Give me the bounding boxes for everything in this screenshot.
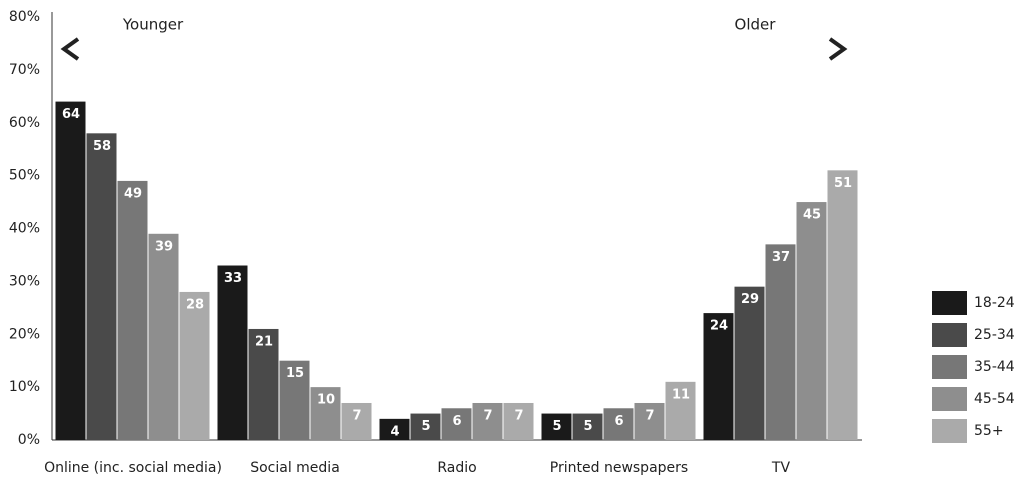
value-label: 7 bbox=[514, 408, 523, 423]
y-tick-label: 80% bbox=[9, 9, 40, 25]
value-label: 6 bbox=[614, 414, 623, 429]
x-tick-label: Social media bbox=[250, 460, 340, 476]
bar bbox=[603, 408, 634, 440]
x-tick-label: Printed newspapers bbox=[550, 460, 688, 476]
bar bbox=[472, 402, 503, 440]
value-label: 15 bbox=[286, 366, 304, 381]
bar bbox=[572, 413, 603, 440]
value-label: 11 bbox=[672, 387, 690, 402]
y-tick-label: 60% bbox=[9, 115, 40, 131]
bar bbox=[441, 408, 472, 440]
legend-swatch bbox=[932, 323, 967, 347]
value-label: 45 bbox=[803, 208, 821, 223]
value-label: 29 bbox=[741, 292, 759, 307]
bar bbox=[55, 101, 86, 440]
legend-swatch bbox=[932, 355, 967, 379]
bar bbox=[827, 170, 858, 440]
legend-label: 18-24 bbox=[974, 295, 1015, 311]
value-label: 7 bbox=[352, 408, 361, 423]
x-tick-label: Radio bbox=[437, 460, 476, 476]
older-arrow bbox=[665, 37, 848, 61]
bar bbox=[179, 291, 210, 440]
bar bbox=[217, 265, 248, 440]
bar bbox=[86, 133, 117, 440]
y-tick-label: 30% bbox=[9, 273, 40, 289]
bar bbox=[665, 381, 696, 440]
bar bbox=[765, 244, 796, 440]
y-tick-label: 10% bbox=[9, 379, 40, 395]
value-label: 37 bbox=[772, 250, 790, 265]
value-label: 6 bbox=[452, 414, 461, 429]
younger-arrow bbox=[60, 37, 243, 61]
annotation: Older bbox=[735, 16, 777, 34]
bar bbox=[703, 313, 734, 440]
bar bbox=[379, 418, 410, 440]
y-tick-label: 50% bbox=[9, 168, 40, 184]
value-label: 24 bbox=[710, 319, 728, 334]
value-label: 5 bbox=[583, 419, 592, 434]
value-label: 5 bbox=[552, 419, 561, 434]
bar bbox=[117, 180, 148, 440]
legend-label: 45-54 bbox=[974, 391, 1015, 407]
value-label: 7 bbox=[483, 408, 492, 423]
bar bbox=[248, 328, 279, 440]
x-tick-label: Online (inc. social media) bbox=[44, 460, 222, 476]
bar bbox=[148, 233, 179, 440]
bar bbox=[503, 402, 534, 440]
bar bbox=[734, 286, 765, 440]
y-tick-label: 20% bbox=[9, 326, 40, 342]
legend-swatch bbox=[932, 387, 967, 411]
x-tick-label: TV bbox=[771, 460, 791, 476]
value-label: 4 bbox=[390, 424, 399, 439]
bar bbox=[634, 402, 665, 440]
value-label: 33 bbox=[224, 271, 242, 286]
value-label: 51 bbox=[834, 176, 852, 191]
bar bbox=[410, 413, 441, 440]
value-label: 28 bbox=[186, 297, 204, 312]
bar bbox=[796, 202, 827, 440]
value-label: 21 bbox=[255, 334, 273, 349]
bar bbox=[279, 360, 310, 440]
legend-swatch bbox=[932, 291, 967, 315]
value-label: 58 bbox=[93, 139, 111, 154]
y-tick-label: 40% bbox=[9, 221, 40, 237]
value-label: 39 bbox=[155, 239, 173, 254]
y-tick-label: 0% bbox=[18, 432, 40, 448]
y-tick-label: 70% bbox=[9, 62, 40, 78]
bar bbox=[310, 387, 341, 440]
value-label: 10 bbox=[317, 393, 335, 408]
value-label: 5 bbox=[421, 419, 430, 434]
legend-label: 35-44 bbox=[974, 359, 1015, 375]
bar bbox=[541, 413, 572, 440]
value-label: 7 bbox=[645, 408, 654, 423]
bar bbox=[341, 402, 372, 440]
legend-label: 25-34 bbox=[974, 327, 1015, 343]
legend-swatch bbox=[932, 419, 967, 443]
value-label: 64 bbox=[62, 107, 80, 122]
value-label: 49 bbox=[124, 186, 142, 201]
annotation: Younger bbox=[122, 16, 184, 34]
legend-label: 55+ bbox=[974, 423, 1004, 439]
